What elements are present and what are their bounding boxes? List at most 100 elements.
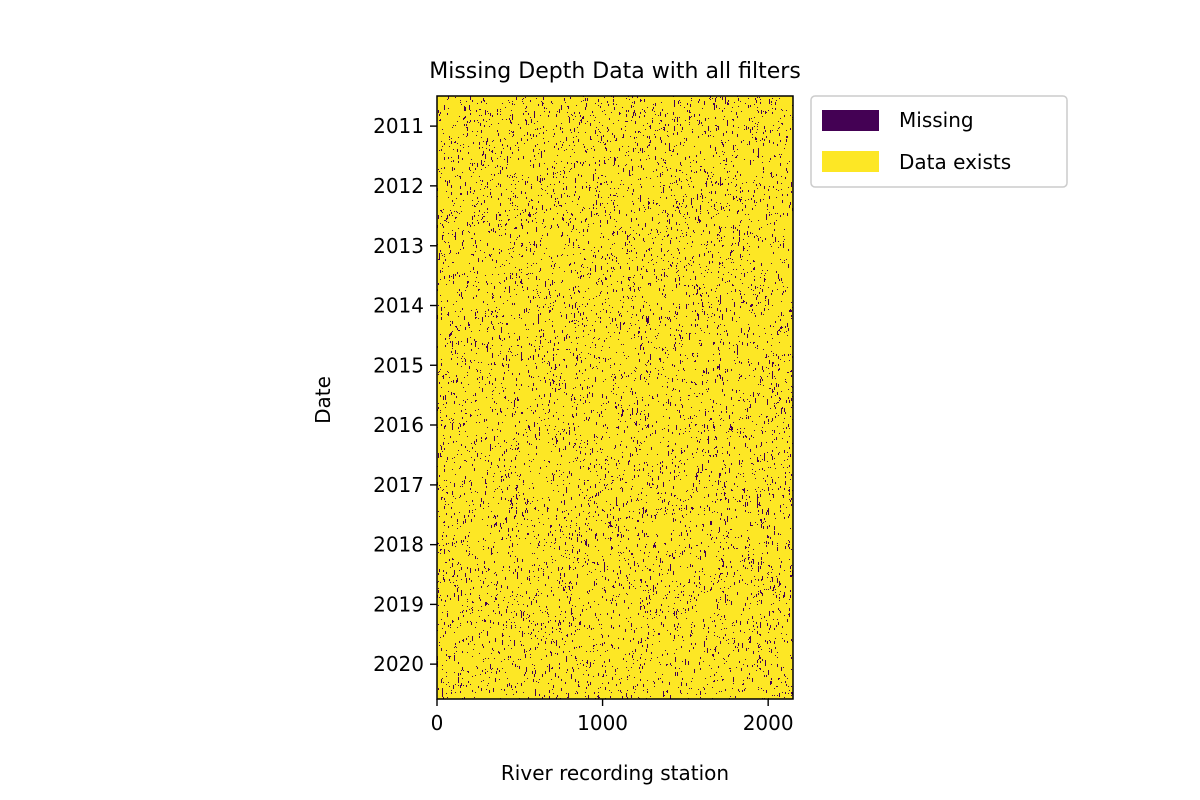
missing-mark [504,372,505,374]
missing-mark [505,474,506,476]
missing-mark [630,227,631,228]
missing-mark [559,380,560,381]
missing-mark [648,360,649,362]
missing-mark [561,147,562,148]
missing-mark [478,686,479,688]
missing-mark [543,97,544,100]
missing-mark [543,138,544,139]
missing-mark [485,186,486,187]
missing-mark [546,562,547,565]
missing-mark [587,681,588,683]
missing-mark [623,352,624,353]
missing-mark [594,501,595,504]
missing-mark [539,279,540,280]
missing-mark [550,306,551,307]
missing-mark [539,417,540,418]
missing-mark [568,245,569,246]
missing-mark [593,651,594,652]
missing-mark [645,405,646,406]
missing-mark [472,254,473,255]
missing-mark [681,463,682,464]
missing-mark [676,145,677,146]
missing-mark [671,254,672,255]
missing-mark [561,688,562,691]
missing-mark [621,553,622,554]
missing-mark [516,503,517,504]
missing-mark [602,588,603,589]
missing-mark [620,322,621,330]
missing-mark [561,611,562,612]
missing-mark [611,284,612,285]
missing-mark [441,456,442,457]
missing-mark [663,369,664,370]
missing-mark [457,212,458,213]
missing-mark [526,591,527,594]
missing-mark [650,283,651,286]
missing-mark [614,587,615,588]
missing-mark [506,476,507,478]
missing-mark [449,419,450,420]
missing-mark [578,198,579,200]
missing-mark [555,560,556,561]
missing-mark [542,674,543,677]
missing-mark [678,635,679,636]
missing-mark [447,113,448,115]
missing-mark [700,213,701,214]
missing-mark [593,676,594,677]
missing-mark [457,357,458,358]
missing-mark [638,520,639,522]
missing-mark [555,201,556,202]
missing-mark [591,529,592,531]
missing-mark [607,514,608,518]
missing-mark [515,355,516,356]
missing-mark [627,296,628,297]
missing-mark [582,373,583,374]
missing-mark [544,142,545,144]
missing-mark [544,460,545,461]
missing-mark [589,185,590,186]
missing-mark [512,528,513,531]
missing-mark [574,194,575,196]
missing-mark [612,586,613,587]
missing-mark [697,120,698,121]
missing-mark [635,142,636,143]
missing-mark [677,586,678,587]
missing-mark [475,281,476,282]
missing-mark [458,677,459,683]
missing-mark [702,309,703,310]
missing-mark [530,543,531,544]
missing-mark [538,518,539,519]
missing-mark [502,363,503,366]
missing-mark [663,624,664,627]
missing-mark [648,198,649,199]
missing-mark [460,206,461,207]
missing-mark [607,127,608,129]
missing-mark [689,186,690,187]
missing-mark [583,664,584,666]
missing-mark [486,571,487,572]
missing-mark [676,616,677,618]
missing-mark [458,617,459,620]
missing-mark [493,546,494,548]
missing-mark [450,324,451,326]
missing-mark [532,206,533,209]
missing-mark [521,279,522,284]
missing-mark [699,219,700,223]
missing-mark [581,440,582,441]
missing-mark [475,556,476,559]
missing-mark [672,151,673,152]
missing-mark [563,480,564,481]
missing-mark [490,348,491,349]
missing-mark [574,557,575,558]
missing-mark [536,388,537,390]
missing-mark [523,156,524,159]
missing-mark [528,203,529,206]
missing-mark [447,343,448,344]
missing-mark [501,539,502,540]
missing-mark [586,103,587,107]
missing-mark [512,503,513,506]
missing-mark [445,180,446,182]
missing-mark [452,558,453,560]
missing-mark [575,679,576,682]
missing-mark [582,492,583,493]
